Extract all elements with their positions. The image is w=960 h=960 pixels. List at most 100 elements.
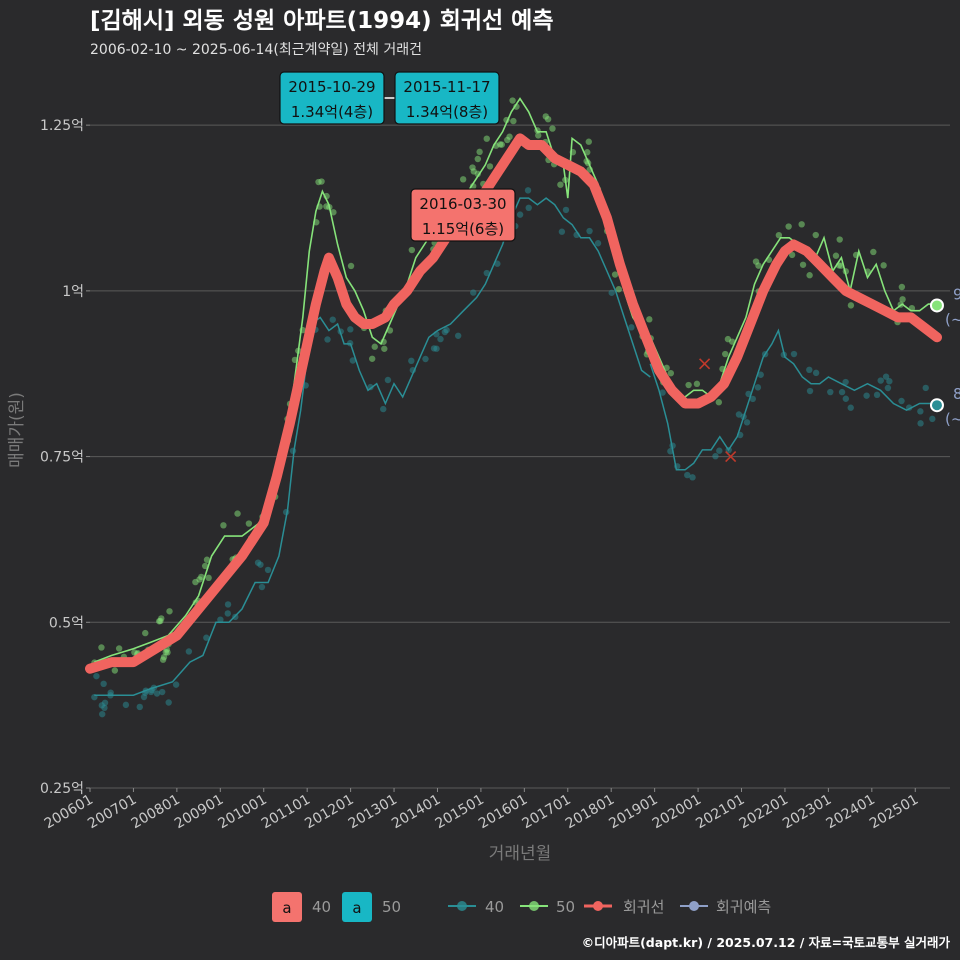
scatter-point-216 — [185, 648, 193, 655]
legend-line-40-label: 40 — [485, 898, 504, 916]
scatter-point-198 — [524, 187, 532, 194]
legend-line-forecast: 회귀예측 — [680, 898, 771, 916]
scatter-point-80 — [535, 132, 542, 139]
x-tick-label-18: 202401 — [824, 792, 878, 833]
legend-box-50-glyph: a — [352, 899, 361, 917]
y-tick-label-1: 0.5억 — [49, 615, 84, 631]
scatter-point-265 — [754, 384, 762, 391]
forecast-point-0 — [929, 298, 944, 313]
scatter-point-177 — [470, 289, 477, 296]
forecast-value-0: 9,790 — [953, 285, 960, 303]
scatter-point-250 — [757, 371, 764, 378]
x-tick-label-9: 201501 — [433, 792, 487, 833]
scatter-point-226 — [443, 326, 450, 334]
forecast-point-1 — [929, 398, 944, 413]
legend-box-50-swatch — [342, 892, 372, 922]
scatter-point-211 — [608, 289, 615, 296]
scatter-point-108 — [788, 251, 796, 259]
scatter-point-130 — [203, 556, 211, 563]
scatter-point-255 — [863, 392, 870, 399]
legend-box-40-glyph: a — [282, 899, 291, 917]
scatter-point-132 — [323, 203, 330, 210]
scatter-point-246 — [922, 384, 929, 392]
scatter-point-185 — [172, 681, 180, 688]
scatter-point-77 — [115, 645, 123, 652]
scatter-point-266 — [749, 395, 757, 403]
y-axis-ticks: 0.25억 0.5억 0.75억 1억 1.25억 — [40, 118, 90, 797]
legend-line-regression-label: 회귀선 — [623, 898, 664, 916]
x-tick-label-4: 201001 — [215, 792, 269, 833]
scatter-point-260 — [884, 384, 892, 392]
annotation-date-1: 2015-11-17 — [403, 78, 490, 96]
scatter-point-47 — [166, 608, 173, 615]
scatter-point-138 — [899, 296, 906, 303]
scatter-point-48 — [474, 155, 482, 163]
scatter-point-212 — [258, 583, 266, 591]
scatter-point-186 — [153, 690, 161, 697]
scatter-point-146 — [408, 246, 416, 254]
cancelled-marks — [699, 358, 737, 463]
x-tick-label-1: 200701 — [85, 792, 139, 833]
scatter-point-242 — [847, 404, 854, 411]
scatter-point-171 — [408, 357, 415, 365]
x-tick-label-2: 200801 — [129, 792, 183, 833]
x-tick-label-10: 201601 — [476, 792, 530, 833]
scatter-point-95 — [832, 252, 840, 259]
scatter-point-261 — [842, 378, 849, 386]
scatter-point-247 — [712, 453, 719, 460]
annotations: 2015-10-29 1.34억(4층) 2015-11-17 1.34억(8층) 20… — [279, 71, 516, 242]
legend-line-forecast-label: 회귀예측 — [716, 898, 771, 916]
scatter-point-179 — [158, 688, 166, 696]
scatter-point-120 — [198, 573, 205, 581]
x-tick-label-3: 200901 — [172, 792, 226, 833]
scatter-point-244 — [790, 350, 798, 358]
scatter-point-188 — [264, 566, 272, 574]
scatter-point-252 — [917, 420, 924, 427]
scatter-point-169 — [798, 221, 805, 228]
scatter-point-263 — [929, 415, 936, 423]
scatter-point-230 — [454, 332, 462, 339]
annotation-box-2 — [410, 188, 516, 242]
scatter-point-135 — [755, 262, 762, 269]
scatter-point-259 — [877, 377, 884, 384]
forecast-value-1: 8,275 — [953, 385, 960, 403]
y-tick-label-4: 1.25억 — [40, 118, 84, 134]
scatter-point-137 — [201, 562, 209, 570]
scatter-point-207 — [100, 680, 107, 688]
scatter-point-238 — [107, 689, 114, 696]
scatter-point-257 — [806, 366, 813, 374]
y-axis-title: 매매가(원) — [7, 392, 27, 468]
scatter-point-32 — [459, 176, 467, 183]
legend-box-50-label: 50 — [382, 898, 401, 916]
scatter-point-84 — [476, 148, 483, 156]
scatter-point-231 — [101, 704, 108, 712]
scatter-point-181 — [367, 383, 374, 391]
scatter-point-195 — [347, 326, 354, 333]
scatter-point-5 — [330, 209, 337, 216]
forecast-endpoints: 9,790 (~50㎡) 8,275 (~40㎡) — [929, 285, 960, 428]
scatter-point-208 — [329, 316, 336, 323]
scatter-point-75 — [160, 653, 168, 661]
scatter-point-161 — [504, 136, 511, 144]
x-tick-label-12: 201801 — [563, 792, 617, 833]
regression-line — [85, 133, 942, 674]
scatter-point-104 — [245, 520, 253, 527]
scatter-point-59 — [799, 261, 807, 268]
scatter-point-245 — [812, 369, 820, 377]
scatter-point-235 — [430, 345, 438, 352]
chart-title: [김해시] 외동 성원 아파트(1994) 회귀선 예측 — [90, 8, 554, 34]
scatter-point-37 — [812, 231, 819, 239]
scatter-point-267 — [716, 447, 723, 454]
x-tick-label-5: 201101 — [259, 792, 313, 833]
scatter-point-249 — [873, 391, 881, 399]
scatter-point-243 — [684, 471, 691, 479]
scatter-point-248 — [838, 388, 846, 396]
scatter-point-44 — [315, 178, 322, 186]
annotation-value-0: 1.34억(4층) — [291, 103, 373, 121]
scatter-point-223 — [437, 335, 444, 343]
scatter-point-7 — [510, 117, 517, 125]
scatter-point-74 — [155, 618, 163, 625]
scatter-point-38 — [870, 248, 877, 256]
y-tick-label-2: 0.75억 — [40, 450, 84, 466]
legend-box-40-label: 40 — [312, 898, 331, 916]
